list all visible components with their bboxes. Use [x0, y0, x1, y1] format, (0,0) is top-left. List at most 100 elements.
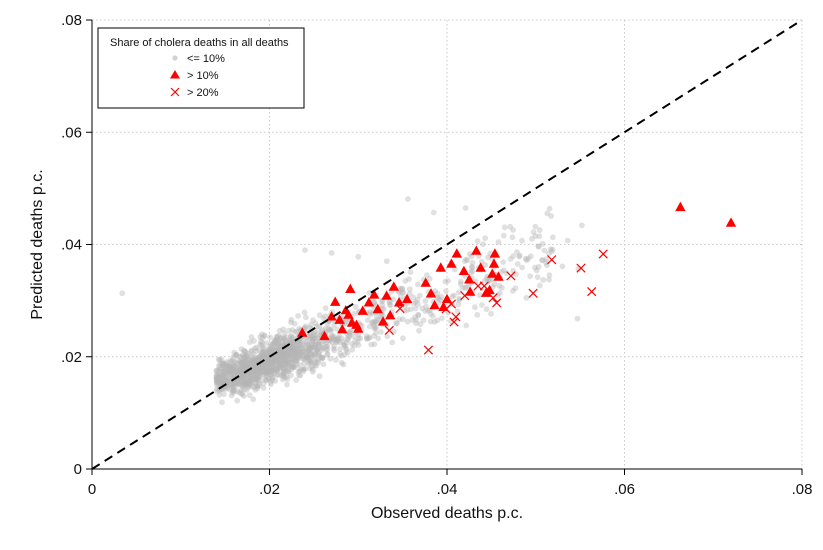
point-le10	[310, 366, 316, 373]
point-le10	[250, 366, 257, 373]
point-le10	[255, 354, 262, 361]
point-le10	[272, 366, 278, 373]
point-le10	[252, 376, 259, 382]
point-le10	[271, 368, 277, 375]
point-le10	[310, 317, 316, 323]
point-le10	[274, 371, 280, 378]
point-le10	[371, 299, 378, 306]
point-le10	[237, 353, 244, 360]
point-le10	[225, 363, 232, 370]
point-le10	[276, 348, 283, 354]
point-le10	[240, 363, 247, 370]
point-le10	[239, 391, 246, 398]
point-le10	[295, 368, 302, 375]
point-le10	[223, 378, 230, 384]
point-le10	[216, 375, 223, 382]
point-le10	[396, 316, 403, 323]
point-le10	[238, 346, 245, 352]
point-le10	[318, 344, 325, 351]
point-le10	[289, 345, 295, 351]
point-le10	[252, 357, 259, 364]
point-le10	[379, 302, 386, 309]
point-le10	[227, 386, 233, 393]
point-le10	[223, 375, 230, 382]
point-le10	[559, 263, 566, 270]
point-le10	[332, 336, 339, 343]
point-le10	[469, 268, 475, 275]
point-le10	[243, 364, 250, 371]
point-le10	[240, 359, 247, 366]
point-le10	[294, 362, 300, 368]
point-le10	[300, 366, 307, 373]
point-le10	[228, 359, 235, 365]
point-le10	[365, 335, 372, 342]
point-le10	[265, 360, 272, 366]
point-le10	[254, 356, 261, 363]
point-le10	[253, 382, 260, 389]
point-le10	[305, 346, 312, 353]
point-le10	[284, 347, 291, 354]
point-le10	[265, 361, 272, 367]
point-le10	[226, 371, 232, 378]
point-le10	[281, 352, 287, 359]
point-gt10	[425, 288, 437, 298]
point-le10	[233, 351, 240, 358]
point-le10	[297, 344, 303, 351]
point-le10	[257, 334, 264, 340]
point-le10	[337, 350, 344, 357]
point-le10	[476, 292, 483, 299]
point-le10	[267, 367, 274, 374]
legend-entry-label: > 20%	[187, 87, 219, 99]
point-le10	[216, 364, 223, 371]
point-le10	[285, 348, 292, 354]
point-le10	[292, 349, 299, 356]
point-le10	[329, 335, 336, 341]
point-le10	[236, 379, 243, 386]
point-le10	[267, 367, 274, 374]
point-le10	[267, 347, 274, 353]
point-le10	[249, 353, 256, 360]
point-le10	[363, 333, 370, 339]
point-le10	[413, 317, 419, 323]
x-axis-title: Observed deaths p.c.	[371, 505, 523, 522]
point-le10	[272, 346, 279, 353]
point-gt10	[441, 293, 453, 304]
point-le10	[252, 386, 259, 393]
point-le10	[238, 380, 244, 387]
point-le10	[347, 328, 354, 335]
point-le10	[260, 349, 267, 356]
point-le10	[294, 355, 301, 362]
data-points	[119, 196, 737, 406]
point-le10	[310, 338, 317, 345]
point-le10	[350, 333, 357, 340]
point-le10	[226, 363, 233, 370]
point-le10	[301, 309, 308, 316]
point-le10	[313, 362, 320, 369]
point-le10	[229, 357, 236, 364]
point-le10	[242, 356, 249, 362]
point-le10	[289, 356, 296, 363]
point-le10	[342, 342, 348, 349]
point-le10	[236, 368, 243, 375]
point-le10	[278, 361, 285, 368]
point-le10	[246, 381, 253, 388]
point-le10	[240, 377, 247, 383]
point-le10	[293, 377, 300, 383]
point-le10	[230, 388, 236, 395]
point-le10	[249, 376, 255, 383]
point-gt10	[334, 314, 345, 324]
point-le10	[272, 354, 279, 360]
point-le10	[239, 365, 245, 372]
point-le10	[296, 372, 302, 378]
point-le10	[240, 359, 247, 365]
point-le10	[242, 381, 248, 388]
point-le10	[366, 334, 373, 341]
point-le10	[302, 365, 308, 372]
point-le10	[229, 367, 236, 374]
point-le10	[416, 292, 423, 299]
point-le10	[301, 324, 308, 331]
point-le10	[370, 321, 377, 328]
point-le10	[223, 361, 230, 367]
point-le10	[264, 355, 271, 362]
point-le10	[291, 350, 297, 356]
